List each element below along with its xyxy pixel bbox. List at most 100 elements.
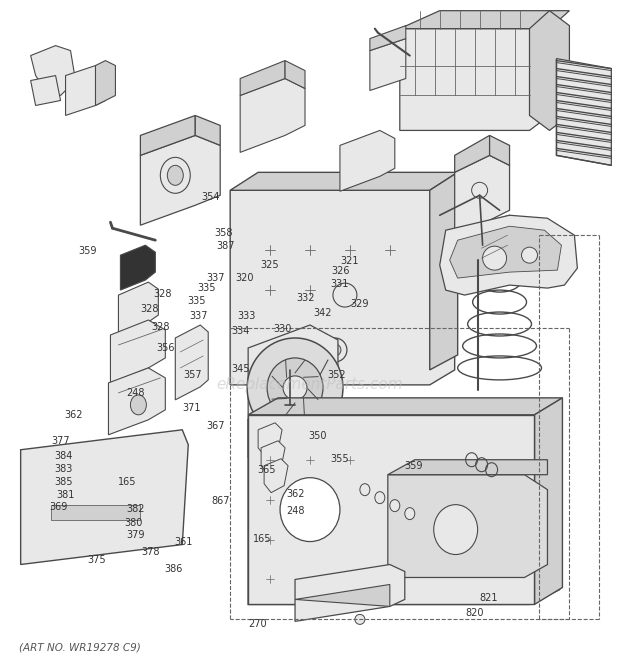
Text: 357: 357: [183, 369, 202, 379]
Polygon shape: [240, 61, 285, 95]
Ellipse shape: [360, 484, 370, 496]
Text: 386: 386: [165, 564, 183, 574]
Ellipse shape: [390, 500, 400, 512]
Text: 378: 378: [141, 547, 159, 557]
Text: 352: 352: [327, 370, 346, 380]
Ellipse shape: [521, 247, 538, 263]
Text: 165: 165: [252, 534, 271, 544]
Polygon shape: [529, 403, 559, 604]
Polygon shape: [195, 116, 220, 145]
Polygon shape: [175, 325, 208, 400]
Text: 387: 387: [216, 241, 234, 251]
Text: 350: 350: [308, 431, 327, 441]
Polygon shape: [459, 215, 534, 290]
Polygon shape: [295, 564, 405, 621]
Polygon shape: [430, 173, 458, 370]
Polygon shape: [248, 415, 534, 604]
Text: 365: 365: [257, 465, 276, 475]
Ellipse shape: [161, 157, 190, 193]
Polygon shape: [454, 155, 510, 238]
Ellipse shape: [411, 55, 417, 61]
Ellipse shape: [375, 492, 385, 504]
Ellipse shape: [482, 246, 507, 270]
Text: eReplacementParts.com: eReplacementParts.com: [216, 377, 404, 393]
Polygon shape: [230, 173, 458, 190]
Polygon shape: [264, 459, 288, 492]
Text: 331: 331: [330, 280, 349, 290]
Text: 380: 380: [125, 518, 143, 528]
Polygon shape: [118, 282, 158, 335]
Text: 333: 333: [237, 311, 256, 321]
Text: 359: 359: [78, 247, 97, 256]
Polygon shape: [30, 75, 61, 106]
Text: 337: 337: [206, 273, 225, 283]
Text: 335: 335: [187, 297, 205, 307]
Polygon shape: [440, 215, 577, 295]
Polygon shape: [258, 423, 282, 457]
Text: 325: 325: [260, 260, 279, 270]
Text: 362: 362: [64, 410, 83, 420]
Text: 355: 355: [330, 454, 349, 464]
Text: 329: 329: [350, 299, 369, 309]
Polygon shape: [400, 11, 569, 28]
Polygon shape: [108, 368, 166, 435]
Polygon shape: [340, 130, 395, 191]
Polygon shape: [450, 226, 562, 278]
Polygon shape: [140, 116, 195, 155]
Ellipse shape: [167, 165, 184, 185]
Text: 321: 321: [340, 256, 359, 266]
Polygon shape: [248, 403, 562, 420]
Text: 356: 356: [157, 343, 175, 354]
Polygon shape: [490, 136, 510, 165]
Text: 326: 326: [332, 266, 350, 276]
Text: 369: 369: [49, 502, 68, 512]
Text: 361: 361: [174, 537, 192, 547]
Text: 381: 381: [56, 490, 75, 500]
Polygon shape: [248, 325, 338, 457]
Polygon shape: [230, 190, 454, 385]
Ellipse shape: [267, 358, 323, 418]
Text: 359: 359: [405, 461, 423, 471]
Text: 385: 385: [55, 477, 73, 487]
Polygon shape: [30, 46, 76, 95]
Text: 383: 383: [55, 464, 73, 474]
Text: 375: 375: [87, 555, 106, 565]
Polygon shape: [454, 136, 490, 173]
Text: 345: 345: [231, 364, 250, 373]
Polygon shape: [400, 28, 549, 130]
Polygon shape: [285, 61, 305, 89]
Text: 248: 248: [286, 506, 305, 516]
Text: 165: 165: [118, 477, 137, 486]
Polygon shape: [66, 65, 105, 116]
Ellipse shape: [405, 508, 415, 520]
Ellipse shape: [329, 344, 341, 356]
Text: 328: 328: [140, 304, 159, 314]
Ellipse shape: [487, 242, 507, 262]
Text: 337: 337: [189, 311, 208, 321]
Ellipse shape: [247, 338, 343, 438]
Ellipse shape: [434, 504, 477, 555]
Text: 334: 334: [231, 325, 250, 336]
Polygon shape: [370, 26, 405, 51]
Text: 371: 371: [182, 403, 200, 413]
Text: 821: 821: [479, 594, 497, 603]
Text: 248: 248: [126, 387, 145, 397]
Ellipse shape: [407, 51, 421, 65]
Polygon shape: [248, 402, 559, 420]
Polygon shape: [120, 245, 156, 290]
Ellipse shape: [323, 338, 347, 362]
Text: 332: 332: [296, 293, 315, 303]
Text: 820: 820: [465, 608, 484, 618]
Text: 342: 342: [313, 308, 332, 319]
Bar: [51, 504, 140, 520]
Text: 358: 358: [214, 228, 232, 238]
Polygon shape: [248, 420, 559, 604]
Text: 335: 335: [197, 284, 216, 293]
Text: 867: 867: [211, 496, 229, 506]
Polygon shape: [529, 11, 569, 130]
Text: 328: 328: [154, 290, 172, 299]
Ellipse shape: [477, 232, 516, 272]
Polygon shape: [95, 61, 115, 106]
Text: 382: 382: [126, 504, 145, 514]
Text: 328: 328: [151, 322, 169, 332]
